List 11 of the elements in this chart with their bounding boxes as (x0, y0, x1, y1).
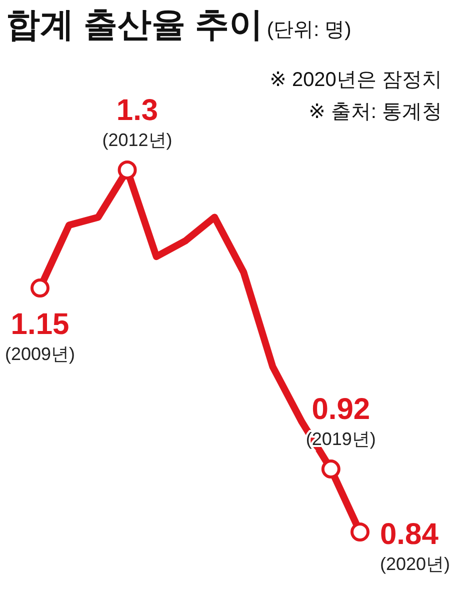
data-label: 1.3 (116, 94, 158, 127)
text: ※ 2020년은 잠정치 (270, 69, 442, 91)
text: (2020년) (380, 554, 450, 574)
annotation: (2009년) (4, 344, 76, 364)
data-label: 0.92 (312, 393, 370, 426)
text: ※ 출처: 통계청 (308, 101, 442, 123)
chart-subtitle: (단위: 명) (266, 19, 352, 41)
data-label: 0.84 (380, 518, 439, 551)
data-label: 1.15 (10, 308, 70, 342)
chart-title: 합계 출산율 추이 (6, 6, 263, 44)
text: (2012년) (102, 130, 172, 150)
